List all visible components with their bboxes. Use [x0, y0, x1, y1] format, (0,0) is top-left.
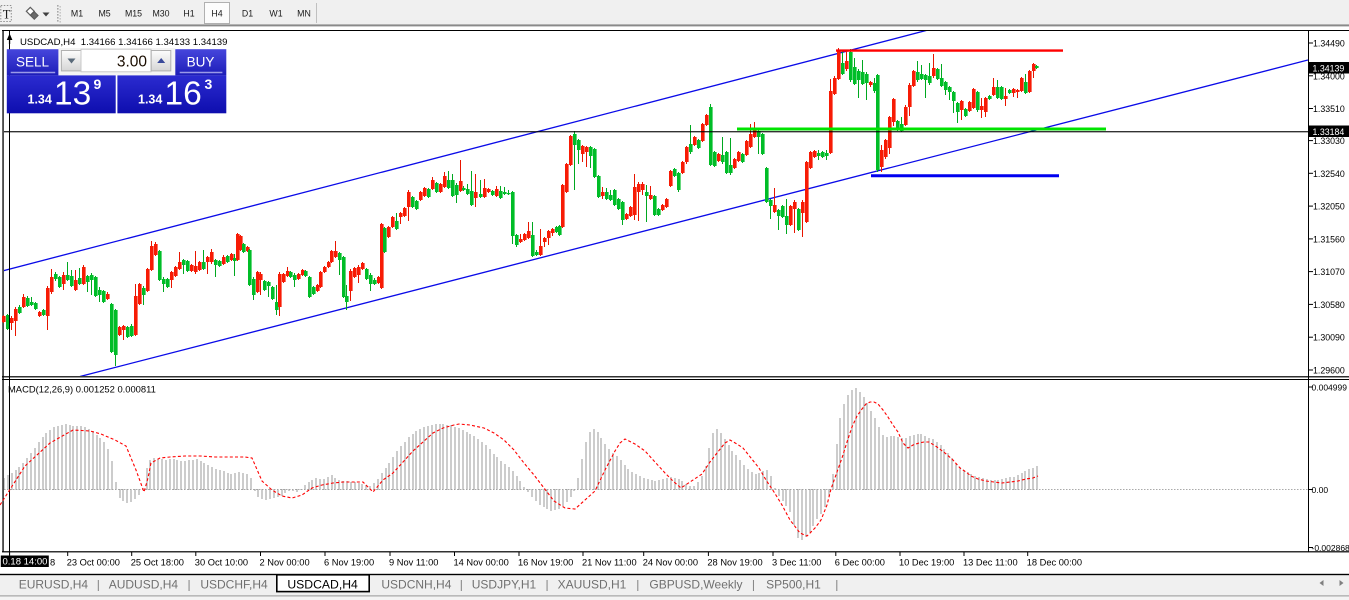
svg-text:MACD(12,26,9) 0.001252 0.00081: MACD(12,26,9) 0.001252 0.000811 [8, 384, 156, 395]
svg-text:|: | [545, 578, 548, 592]
svg-text:W1: W1 [269, 9, 282, 19]
svg-text:1.30090: 1.30090 [1313, 333, 1345, 343]
svg-text:1.33030: 1.33030 [1313, 136, 1345, 146]
svg-text:H4: H4 [211, 9, 222, 19]
svg-text:8: 8 [50, 558, 55, 568]
svg-text:USDCAD,H4: USDCAD,H4 [287, 578, 358, 592]
svg-text:16 Nov 19:00: 16 Nov 19:00 [518, 558, 573, 568]
svg-text:1.34139: 1.34139 [1313, 63, 1345, 73]
svg-text:|: | [636, 578, 639, 592]
svg-text:|: | [97, 578, 100, 592]
svg-text:SELL: SELL [16, 55, 50, 70]
svg-text:MN: MN [297, 9, 311, 19]
svg-text:13: 13 [54, 76, 91, 113]
svg-text:3.00: 3.00 [117, 54, 148, 71]
svg-text:1.34000: 1.34000 [1313, 71, 1345, 81]
svg-text:|: | [460, 578, 463, 592]
svg-text:13 Dec 11:00: 13 Dec 11:00 [963, 558, 1018, 568]
svg-text:1.30580: 1.30580 [1313, 300, 1345, 310]
svg-text:M5: M5 [98, 9, 110, 19]
svg-text:USDCNH,H4: USDCNH,H4 [381, 578, 451, 592]
svg-text:1.33184: 1.33184 [1313, 127, 1345, 137]
svg-text:6 Dec 00:00: 6 Dec 00:00 [835, 558, 885, 568]
svg-text:|: | [187, 578, 190, 592]
svg-text:3 Dec 11:00: 3 Dec 11:00 [772, 558, 821, 568]
svg-text:2 Nov 00:00: 2 Nov 00:00 [260, 558, 310, 568]
svg-text:1.32540: 1.32540 [1313, 169, 1345, 179]
svg-text:23 Oct 00:00: 23 Oct 00:00 [67, 558, 120, 568]
svg-text:H1: H1 [183, 9, 194, 19]
svg-text:USDJPY,H1: USDJPY,H1 [472, 578, 537, 592]
svg-text:10 Dec 19:00: 10 Dec 19:00 [899, 558, 954, 568]
svg-text:14 Nov 00:00: 14 Nov 00:00 [454, 558, 509, 568]
svg-text:28 Nov 19:00: 28 Nov 19:00 [707, 558, 762, 568]
svg-text:EURUSD,H4: EURUSD,H4 [19, 578, 89, 592]
svg-text:USDCAD,H4 1.34166 1.34166 1.3: USDCAD,H4 1.34166 1.34166 1.34133 1.3413… [20, 37, 227, 48]
svg-text:T: T [3, 8, 11, 22]
svg-text:USDCHF,H4: USDCHF,H4 [200, 578, 268, 592]
svg-text:6 Nov 19:00: 6 Nov 19:00 [324, 558, 374, 568]
svg-text:25 Oct 18:00: 25 Oct 18:00 [131, 558, 184, 568]
svg-text:D1: D1 [242, 9, 253, 19]
svg-text:24 Nov 00:00: 24 Nov 00:00 [643, 558, 698, 568]
svg-text:30 Oct 10:00: 30 Oct 10:00 [195, 558, 248, 568]
svg-text:SP500,H1: SP500,H1 [766, 578, 821, 592]
svg-text:|: | [752, 578, 755, 592]
svg-text:21 Nov 11:00: 21 Nov 11:00 [582, 558, 637, 568]
svg-text:XAUUSD,H1: XAUUSD,H1 [558, 578, 627, 592]
svg-text:1.34: 1.34 [28, 93, 52, 107]
svg-text:1.31560: 1.31560 [1313, 234, 1345, 244]
svg-text:9: 9 [94, 76, 102, 92]
svg-text:-0.002868: -0.002868 [1312, 543, 1349, 553]
svg-text:9 Nov 11:00: 9 Nov 11:00 [389, 558, 438, 568]
svg-text:1.34: 1.34 [138, 93, 162, 107]
svg-text:16: 16 [165, 76, 202, 113]
svg-text:0.004999: 0.004999 [1312, 383, 1348, 393]
svg-text:1.33510: 1.33510 [1313, 104, 1345, 114]
svg-text:3: 3 [205, 76, 213, 92]
svg-text:1.31070: 1.31070 [1313, 267, 1345, 277]
svg-text:|: | [835, 578, 838, 592]
svg-text:1.34490: 1.34490 [1313, 39, 1345, 49]
svg-text:1.29600: 1.29600 [1313, 366, 1345, 376]
svg-text:M1: M1 [71, 9, 83, 19]
svg-text:M15: M15 [125, 9, 142, 19]
svg-text:0.00: 0.00 [1312, 485, 1329, 495]
svg-text:M30: M30 [152, 9, 169, 19]
svg-text:18 Dec 00:00: 18 Dec 00:00 [1027, 558, 1082, 568]
svg-text:GBPUSD,Weekly: GBPUSD,Weekly [649, 578, 742, 592]
svg-text:BUY: BUY [187, 55, 215, 70]
svg-text:1.32050: 1.32050 [1313, 202, 1345, 212]
svg-text:AUDUSD,H4: AUDUSD,H4 [109, 578, 179, 592]
svg-text:0.18 14:00: 0.18 14:00 [3, 557, 48, 568]
